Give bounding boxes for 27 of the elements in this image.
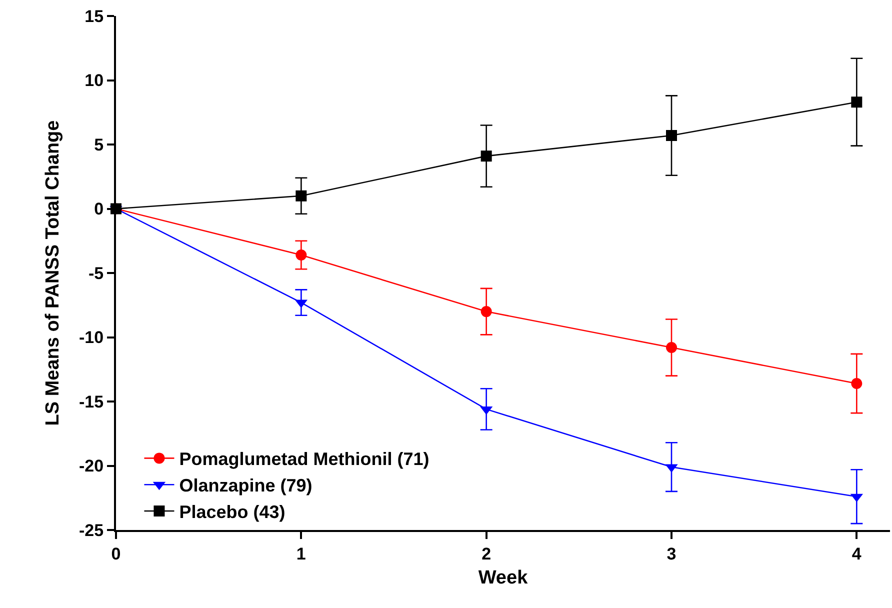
point xyxy=(666,342,677,354)
x-axis-title: Week xyxy=(478,568,528,589)
y-tick-label: -20 xyxy=(79,456,104,476)
legend-label: Olanzapine (79) xyxy=(179,476,312,496)
x-tick-label: 4 xyxy=(852,544,862,564)
y-tick-label: 15 xyxy=(84,6,104,26)
x-tick-label: 3 xyxy=(666,544,676,564)
y-tick-label: -25 xyxy=(79,520,104,540)
point xyxy=(666,130,677,142)
legend-label: Pomaglumetad Methionil (71) xyxy=(179,449,430,470)
point xyxy=(851,96,862,108)
point xyxy=(296,190,307,202)
point xyxy=(480,306,492,318)
point xyxy=(480,150,492,162)
y-tick-label: 5 xyxy=(94,135,104,154)
y-tick-label: -5 xyxy=(88,264,104,283)
y-tick-label: 0 xyxy=(94,200,104,219)
x-tick-label: 2 xyxy=(482,544,492,564)
y-tick-label: -10 xyxy=(79,328,104,348)
point xyxy=(296,250,307,261)
point xyxy=(851,378,862,390)
y-tick-label: -15 xyxy=(79,392,104,412)
legend-label: Placebo (43) xyxy=(179,502,286,522)
x-tick-label: 0 xyxy=(111,544,121,564)
y-tick-label: 10 xyxy=(84,71,104,90)
x-tick-label: 1 xyxy=(296,544,306,564)
y-axis-title: LS Means of PANSS Total Change xyxy=(42,120,64,426)
